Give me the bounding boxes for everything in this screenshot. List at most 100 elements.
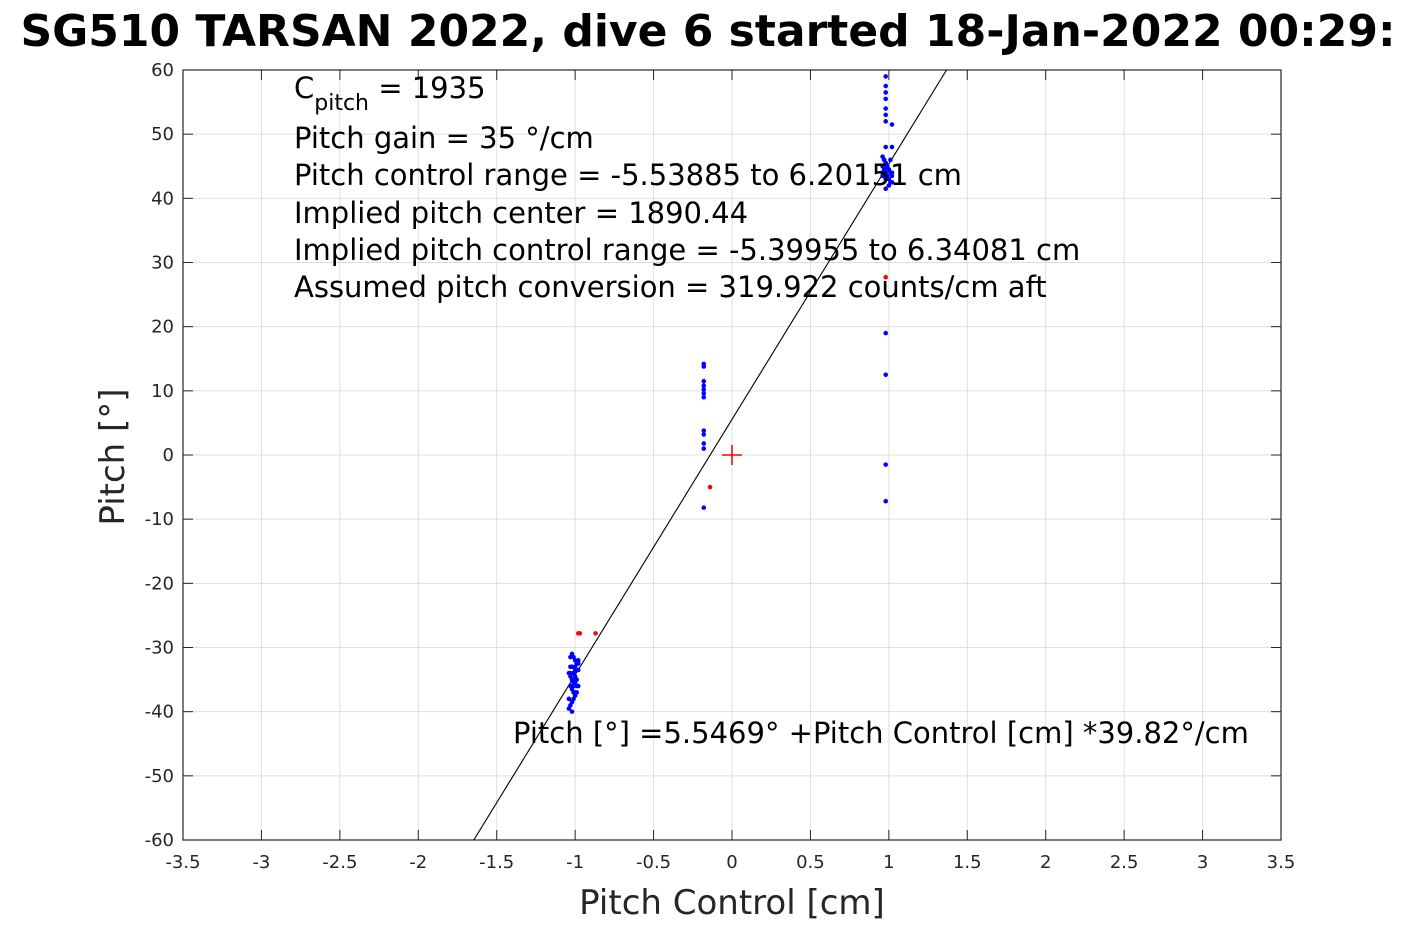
data-point xyxy=(569,709,575,714)
x-tick-label: 3 xyxy=(1197,852,1208,873)
x-tick-label: -1 xyxy=(566,852,584,873)
x-tick-label: -0.5 xyxy=(636,852,671,873)
data-point xyxy=(883,112,889,118)
data-point xyxy=(883,186,889,192)
data-point xyxy=(883,462,889,467)
axes-box xyxy=(182,69,1282,841)
x-axis-label: Pitch Control [cm] xyxy=(579,883,885,923)
y-tick-label: 0 xyxy=(163,445,174,466)
data-point xyxy=(883,176,889,182)
data-point xyxy=(701,378,707,384)
data-point xyxy=(888,157,893,163)
data-points xyxy=(566,74,895,714)
annotation-block: Cpitch = 1935 Pitch gain = 35 °/cm Pitch… xyxy=(294,71,1080,304)
data-point xyxy=(701,441,707,446)
data-point xyxy=(889,173,895,179)
plot-frame xyxy=(182,69,1282,841)
data-point xyxy=(701,387,707,392)
data-point xyxy=(886,167,892,172)
c-pitch-subscript: pitch xyxy=(314,91,369,116)
y-axis-label: Pitch [°] xyxy=(93,388,133,525)
data-point xyxy=(883,160,889,166)
x-tick-label: -2 xyxy=(409,852,427,873)
c-pitch-value: = 1935 xyxy=(369,71,486,105)
data-point xyxy=(883,144,889,150)
y-tick-label: -60 xyxy=(145,830,174,851)
data-point xyxy=(577,631,583,636)
c-pitch-symbol: C xyxy=(294,71,314,105)
data-point xyxy=(889,144,895,150)
data-point xyxy=(889,122,895,127)
data-point xyxy=(571,696,576,702)
data-point xyxy=(593,631,598,636)
x-tick-labels: -3.5 -3 -2.5 -2 -1.5 -1 -0.5 0 0.5 1 1.5 2 2.5 3 3.5 xyxy=(165,852,1295,873)
fit-line xyxy=(473,69,947,841)
data-point xyxy=(707,484,713,490)
data-point xyxy=(566,696,572,702)
data-point xyxy=(883,119,889,124)
data-point xyxy=(701,391,707,396)
data-point xyxy=(572,690,578,695)
y-tick-label: 40 xyxy=(151,188,174,209)
data-point xyxy=(886,183,892,188)
y-tick-label: 50 xyxy=(151,124,174,145)
data-point xyxy=(883,96,889,102)
y-tick-label: -20 xyxy=(145,573,174,594)
y-tick-label: -10 xyxy=(145,509,174,530)
y-tick-label: -50 xyxy=(145,766,174,787)
x-tick-label: -3 xyxy=(252,852,270,873)
annotation-conversion: Assumed pitch conversion = 319.922 count… xyxy=(294,270,1047,304)
x-tick-label: -3.5 xyxy=(165,852,200,873)
data-point xyxy=(889,179,895,185)
y-tick-label: 30 xyxy=(151,253,174,274)
data-point xyxy=(701,432,707,437)
data-point xyxy=(572,677,578,682)
y-tick-label: -40 xyxy=(145,702,174,723)
data-point xyxy=(889,170,895,175)
data-point xyxy=(701,383,707,389)
grid-lines xyxy=(182,69,1282,841)
data-point xyxy=(883,498,889,504)
y-tick-labels: -60 -50 -40 -30 -20 -10 0 10 20 30 40 50 60 xyxy=(145,60,174,851)
data-point xyxy=(701,428,707,433)
data-point xyxy=(575,658,581,663)
data-point xyxy=(880,170,885,175)
x-tick-label: -2.5 xyxy=(322,852,357,873)
x-tick-label: 3.5 xyxy=(1267,852,1296,873)
data-point xyxy=(883,83,889,89)
data-point xyxy=(883,330,889,336)
annotation-c-pitch: Cpitch = 1935 xyxy=(294,71,486,116)
data-point xyxy=(880,173,885,179)
data-point xyxy=(575,667,581,673)
data-point xyxy=(575,661,581,666)
x-tick-label: 0 xyxy=(726,852,737,873)
data-point xyxy=(701,394,707,400)
annotation-implied-range: Implied pitch control range = -5.39955 t… xyxy=(294,233,1080,267)
x-tick-label: 1 xyxy=(883,852,894,873)
data-point xyxy=(566,706,572,711)
data-point xyxy=(701,505,707,510)
chart-title: SG510 TARSAN 2022, dive 6 started 18-Jan… xyxy=(20,6,1395,57)
data-point xyxy=(701,446,707,451)
x-tick-label: 0.5 xyxy=(796,852,825,873)
y-tick-label: 60 xyxy=(151,60,174,81)
x-tick-label: 2.5 xyxy=(1110,852,1139,873)
data-point xyxy=(883,372,889,378)
data-point xyxy=(883,274,889,280)
data-point xyxy=(883,106,889,111)
center-marker xyxy=(722,445,742,465)
regression-line xyxy=(473,69,947,841)
data-point xyxy=(883,90,889,95)
fit-equation: Pitch [°] =5.5469° +Pitch Control [cm] *… xyxy=(513,716,1249,750)
x-tick-label: -1.5 xyxy=(479,852,514,873)
data-point xyxy=(568,654,573,660)
data-point xyxy=(574,683,580,689)
annotation-pitch-center: Implied pitch center = 1890.44 xyxy=(294,196,748,230)
x-tick-label: 2 xyxy=(1040,852,1051,873)
y-tick-label: -30 xyxy=(145,638,174,659)
y-tick-label: 10 xyxy=(151,381,174,402)
annotation-pitch-gain: Pitch gain = 35 °/cm xyxy=(294,121,594,155)
data-point xyxy=(883,74,889,79)
y-tick-label: 20 xyxy=(151,317,174,338)
